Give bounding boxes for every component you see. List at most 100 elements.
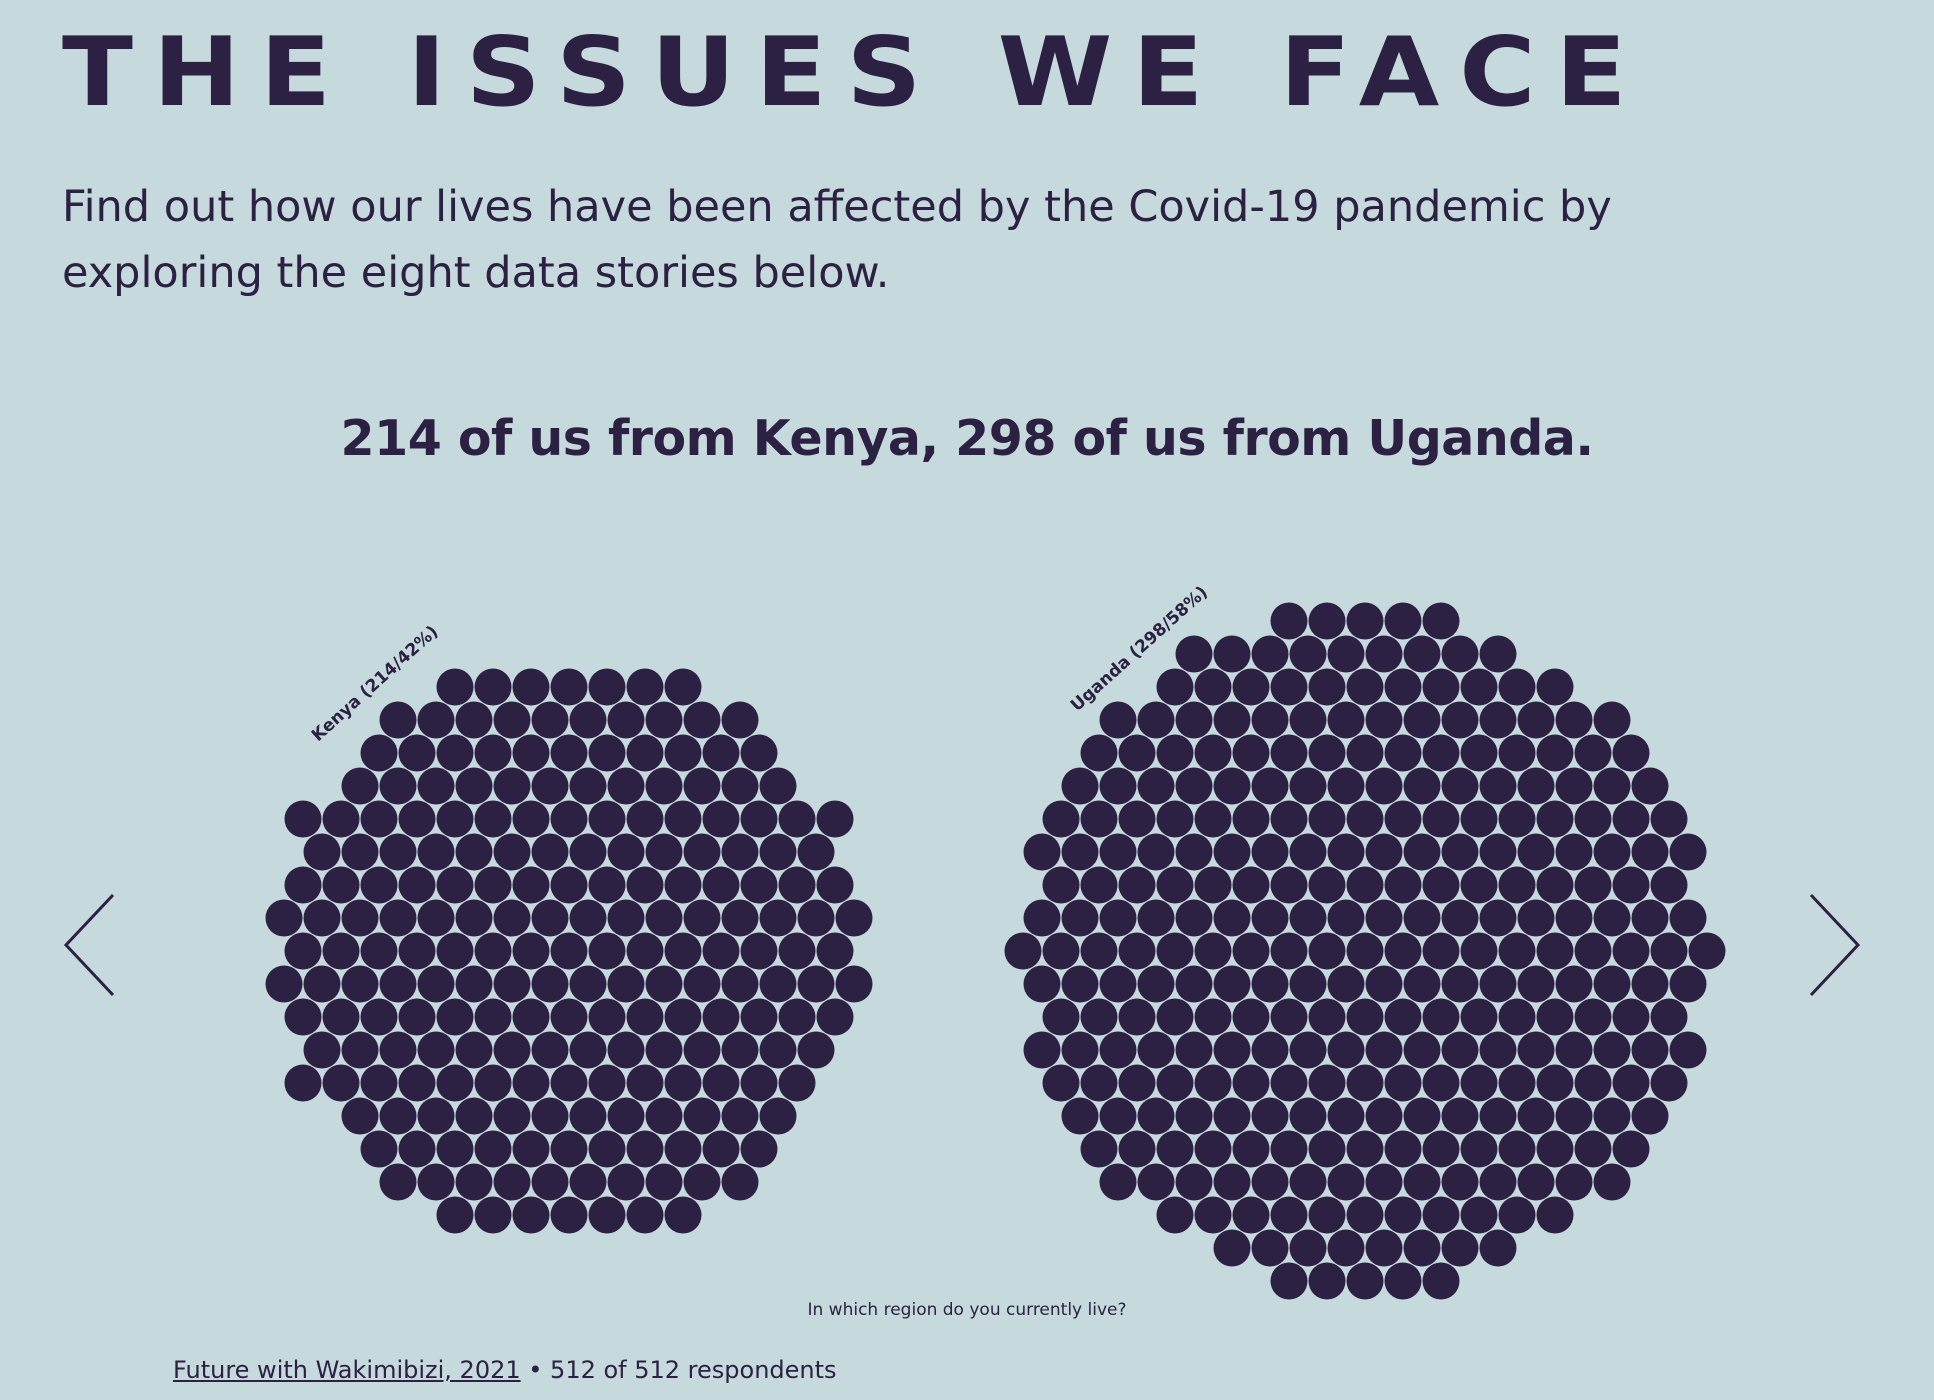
bubble-uganda: [1612, 800, 1650, 838]
bubble-uganda: [1422, 1196, 1460, 1234]
bubble-kenya: [455, 965, 493, 1003]
bubble-uganda: [1422, 668, 1460, 706]
bubble-uganda: [1441, 701, 1479, 739]
bubble-uganda: [1650, 1064, 1688, 1102]
bubble-uganda: [1479, 1163, 1517, 1201]
bubble-uganda: [1061, 767, 1099, 805]
bubble-kenya: [645, 899, 683, 937]
bubble-uganda: [1441, 1031, 1479, 1069]
bubble-uganda: [1042, 932, 1080, 970]
bubble-uganda: [1213, 899, 1251, 937]
bubble-kenya: [531, 767, 569, 805]
bubble-kenya: [816, 800, 854, 838]
chevron-left-icon: [63, 893, 115, 997]
bubble-uganda: [1251, 635, 1289, 673]
bubble-kenya: [683, 899, 721, 937]
bubble-uganda: [1422, 1262, 1460, 1300]
bubble-uganda: [1365, 1163, 1403, 1201]
bubble-uganda: [1327, 1031, 1365, 1069]
bubble-kenya: [683, 833, 721, 871]
bubble-kenya: [569, 899, 607, 937]
bubble-kenya: [512, 866, 550, 904]
bubble-uganda: [1593, 1163, 1631, 1201]
bubble-kenya: [474, 932, 512, 970]
bubble-uganda: [1346, 1262, 1384, 1300]
bubble-uganda: [1213, 1031, 1251, 1069]
bubble-uganda: [1289, 965, 1327, 1003]
bubble-kenya: [569, 701, 607, 739]
bubble-kenya: [436, 734, 474, 772]
bubble-uganda: [1156, 866, 1194, 904]
bubble-kenya: [493, 701, 531, 739]
bubble-uganda: [1251, 1229, 1289, 1267]
source-link[interactable]: Future with Wakimibizi, 2021: [173, 1356, 521, 1384]
bubble-uganda: [1042, 998, 1080, 1036]
bubble-uganda: [1175, 1097, 1213, 1135]
bubble-uganda: [1137, 1097, 1175, 1135]
bubble-kenya: [702, 932, 740, 970]
bubble-uganda: [1403, 833, 1441, 871]
bubble-kenya: [436, 866, 474, 904]
bubble-kenya: [607, 833, 645, 871]
bubble-kenya: [512, 800, 550, 838]
bubble-uganda: [1137, 701, 1175, 739]
bubble-uganda: [1061, 965, 1099, 1003]
bubble-kenya: [436, 668, 474, 706]
bubble-uganda: [1080, 1064, 1118, 1102]
bubble-kenya: [569, 1031, 607, 1069]
bubble-kenya: [569, 1097, 607, 1135]
bubble-uganda: [1194, 932, 1232, 970]
bubble-kenya: [816, 866, 854, 904]
bubble-kenya: [550, 800, 588, 838]
bubble-kenya: [265, 899, 303, 937]
bubble-kenya: [550, 998, 588, 1036]
bubble-kenya: [835, 899, 873, 937]
bubble-uganda: [1175, 1031, 1213, 1069]
bubble-kenya: [721, 833, 759, 871]
bubble-uganda: [1365, 635, 1403, 673]
bubble-uganda: [1023, 833, 1061, 871]
bubble-kenya: [417, 899, 455, 937]
bubble-uganda: [1365, 1031, 1403, 1069]
prev-story-button[interactable]: [58, 890, 118, 1000]
bubble-kenya: [398, 998, 436, 1036]
bubble-kenya: [531, 1163, 569, 1201]
bubble-uganda: [1574, 1130, 1612, 1168]
bubble-uganda: [1441, 1229, 1479, 1267]
bubble-kenya: [474, 1130, 512, 1168]
bubble-uganda: [1270, 1064, 1308, 1102]
next-story-button[interactable]: [1806, 890, 1866, 1000]
bubble-kenya: [664, 932, 702, 970]
bubble-uganda: [1555, 833, 1593, 871]
bubble-uganda: [1460, 998, 1498, 1036]
bubble-uganda: [1612, 1064, 1650, 1102]
bubble-uganda: [1289, 1229, 1327, 1267]
bubble-uganda: [1460, 866, 1498, 904]
bubble-kenya: [493, 965, 531, 1003]
bubble-uganda: [1232, 1196, 1270, 1234]
bubble-kenya: [702, 734, 740, 772]
bubble-uganda: [1384, 734, 1422, 772]
bubble-uganda: [1517, 899, 1555, 937]
bubble-kenya: [759, 833, 797, 871]
bubble-kenya: [778, 1064, 816, 1102]
bubble-kenya: [436, 1130, 474, 1168]
bubble-uganda: [1403, 1097, 1441, 1135]
bubble-uganda: [1384, 1196, 1422, 1234]
bubble-kenya: [778, 800, 816, 838]
bubble-uganda: [1574, 1064, 1612, 1102]
bubble-kenya: [512, 1064, 550, 1102]
bubble-uganda: [1327, 833, 1365, 871]
bubble-kenya: [778, 932, 816, 970]
bubble-kenya: [341, 833, 379, 871]
bubble-uganda: [1251, 965, 1289, 1003]
bubble-kenya: [607, 701, 645, 739]
bubble-uganda: [1099, 701, 1137, 739]
bubble-uganda: [1384, 998, 1422, 1036]
bubble-uganda: [1593, 701, 1631, 739]
bubble-uganda: [1422, 932, 1460, 970]
bubble-uganda: [1118, 734, 1156, 772]
bubble-uganda: [1213, 833, 1251, 871]
source-footer: Future with Wakimibizi, 2021 • 512 of 51…: [173, 1356, 837, 1384]
bubble-uganda: [1460, 1064, 1498, 1102]
